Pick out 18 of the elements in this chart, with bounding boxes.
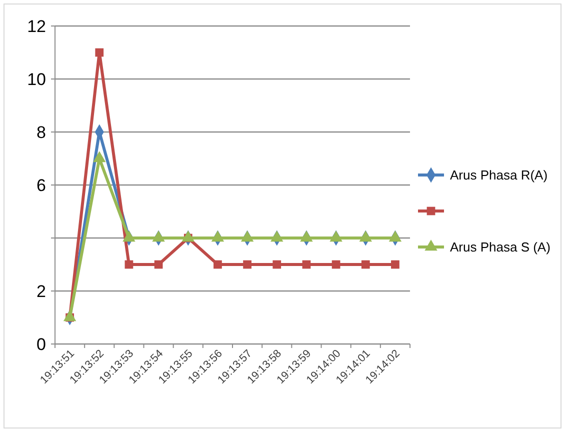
point bbox=[124, 260, 134, 269]
legend-label: Arus Phasa R(A) bbox=[450, 168, 548, 183]
point bbox=[302, 260, 311, 269]
y-tick-label: 2 bbox=[36, 282, 46, 301]
point bbox=[243, 260, 252, 269]
point bbox=[95, 48, 104, 57]
y-tick-label: 10 bbox=[27, 70, 46, 89]
point bbox=[332, 260, 340, 269]
y-tick-label: 0 bbox=[36, 334, 46, 354]
point bbox=[391, 260, 400, 269]
point bbox=[154, 260, 163, 269]
point bbox=[272, 260, 282, 269]
y-tick-label: 8 bbox=[36, 122, 46, 142]
y-tick-label: 6 bbox=[36, 176, 46, 195]
point bbox=[361, 260, 370, 269]
point bbox=[214, 260, 222, 269]
legend-label: Arus Phasa S (A) bbox=[450, 240, 550, 255]
y-tick-label: 12 bbox=[27, 16, 46, 36]
